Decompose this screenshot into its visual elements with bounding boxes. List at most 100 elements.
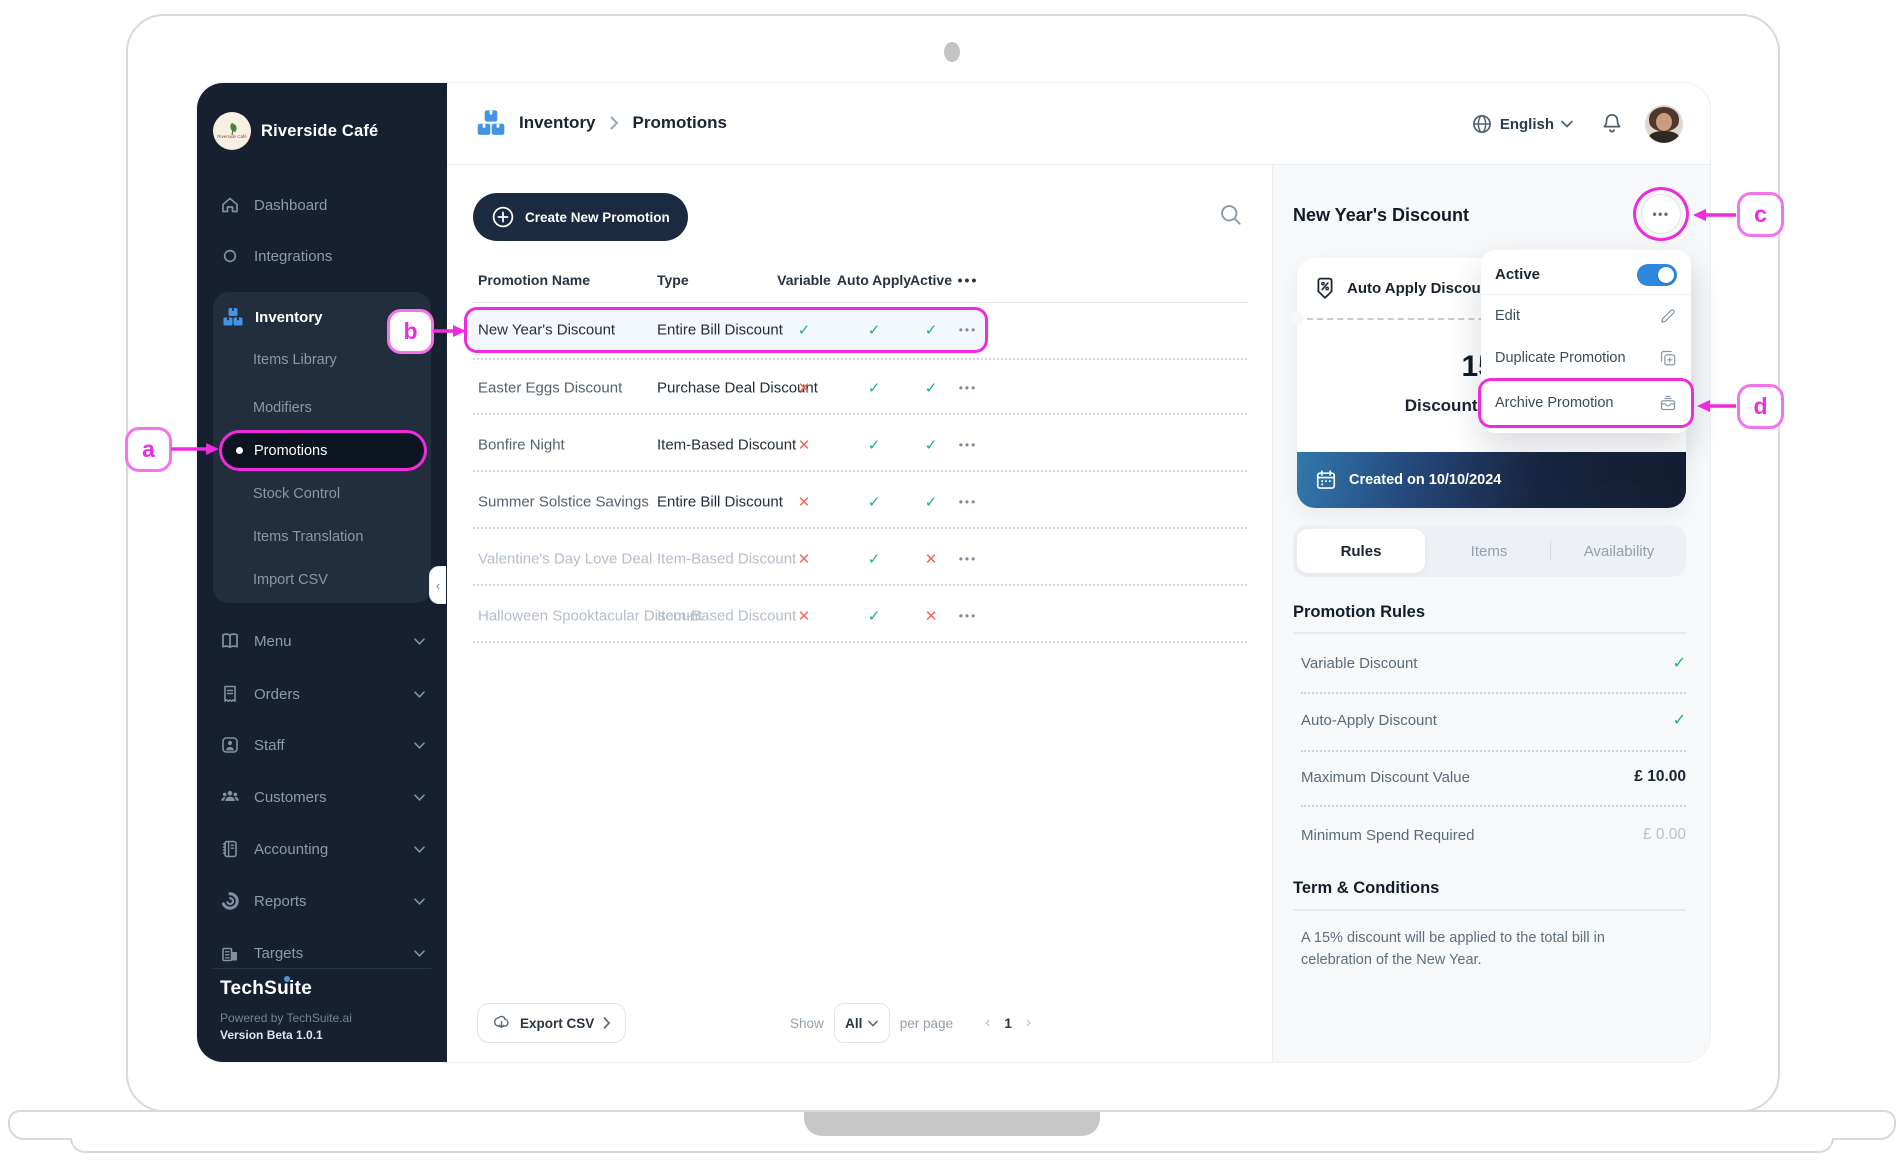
tab-label: Rules [1340, 542, 1382, 560]
sidebar-item-import-csv[interactable]: Import CSV [253, 565, 328, 595]
detail-title: New Year's Discount [1293, 205, 1470, 225]
sidebar-item-label: Integrations [254, 247, 333, 265]
row-actions-icon[interactable]: ••• [958, 381, 978, 395]
table-row[interactable]: Valentine's Day Love Deal Item-Based Dis… [467, 539, 985, 579]
create-new-promotion-button[interactable]: Create New Promotion [473, 193, 688, 241]
row-actions-icon[interactable]: ••• [958, 495, 978, 509]
sidebar-collapse-handle[interactable]: ‹ [429, 566, 446, 604]
annotation-ring-c [1633, 187, 1689, 241]
chevron-down-icon [414, 637, 425, 645]
annotation-badge-d: d [1737, 384, 1784, 429]
sidebar-item-menu[interactable]: Menu [220, 626, 433, 656]
active-mark [911, 493, 951, 511]
sidebar-item-label: Staff [254, 736, 285, 754]
sidebar-item-label: Promotions [254, 442, 328, 459]
breadcrumb-parent[interactable]: Inventory [519, 113, 596, 132]
variable-mark [784, 321, 824, 339]
active-mark [911, 321, 951, 339]
sidebar-item-label: Modifiers [253, 400, 312, 416]
tab-items[interactable]: Items [1443, 525, 1535, 577]
promotion-name-cell: Bonfire Night [478, 436, 565, 454]
sidebar: Riverside Café Riverside Café Dashboard … [197, 83, 447, 1062]
org-header: Riverside Café Riverside Café [213, 112, 378, 150]
menu-item-duplicate[interactable]: Duplicate Promotion [1481, 337, 1691, 379]
active-mark [911, 550, 951, 568]
sidebar-item-targets[interactable]: Targets [220, 938, 433, 968]
user-avatar[interactable] [1645, 105, 1683, 143]
row-actions-icon[interactable]: ••• [958, 609, 978, 623]
row-divider [473, 470, 1247, 472]
sidebar-item-modifiers[interactable]: Modifiers [253, 393, 312, 423]
column-promotion-name: Promotion Name [478, 272, 591, 288]
promotion-type-cell: Purchase Deal Discount [657, 379, 818, 397]
rule-row: Auto-Apply Discount [1301, 705, 1686, 735]
row-actions-icon[interactable]: ••• [958, 552, 978, 566]
breadcrumb-current: Promotions [632, 113, 727, 132]
column-variable: Variable [777, 272, 831, 288]
prev-page-icon[interactable]: ‹ [985, 1014, 991, 1031]
breadcrumb: Inventory Promotions [477, 109, 727, 137]
sidebar-item-customers[interactable]: Customers [220, 782, 433, 812]
sidebar-item-label: Items Library [253, 352, 337, 368]
table-row[interactable]: Easter Eggs Discount Purchase Deal Disco… [467, 368, 985, 408]
rule-divider [1301, 692, 1686, 694]
powered-by-text: Powered by TechSuite.ai [220, 1011, 352, 1025]
auto-apply-mark [854, 379, 894, 397]
variable-mark [784, 493, 824, 511]
sidebar-item-staff[interactable]: Staff [220, 730, 433, 760]
sidebar-item-integrations[interactable]: Integrations [220, 241, 433, 271]
table-row[interactable]: Halloween Spooktacular Discount Item-Bas… [467, 596, 985, 636]
sidebar-item-label: Reports [254, 892, 307, 910]
auto-apply-mark [854, 550, 894, 568]
sidebar-item-items-translation[interactable]: Items Translation [253, 522, 363, 552]
column-type: Type [657, 272, 689, 288]
section-divider [1293, 632, 1686, 634]
sidebar-item-inventory[interactable]: Inventory [223, 302, 323, 332]
terms-heading: Term & Conditions [1293, 879, 1440, 897]
row-divider [473, 527, 1247, 529]
per-page-select[interactable]: All [833, 1003, 890, 1043]
archive-icon [1660, 395, 1676, 411]
next-page-icon[interactable]: › [1025, 1014, 1032, 1031]
row-actions-icon[interactable]: ••• [958, 323, 978, 337]
sidebar-item-accounting[interactable]: Accounting [220, 834, 433, 864]
created-on-text: Created on 10/10/2024 [1349, 472, 1502, 488]
active-dot [236, 447, 243, 454]
create-button-label: Create New Promotion [525, 209, 670, 225]
sidebar-item-orders[interactable]: Orders [220, 679, 433, 709]
search-icon[interactable] [1219, 203, 1243, 227]
detail-more-button[interactable]: ••• [1641, 194, 1681, 234]
brand-text: TechSuite [220, 978, 313, 999]
active-toggle[interactable] [1637, 263, 1677, 286]
show-label: Show [790, 1015, 824, 1031]
annotation-arrow-c [1693, 209, 1736, 221]
menu-item-archive[interactable]: Archive Promotion [1481, 381, 1691, 425]
sidebar-item-reports[interactable]: Reports [220, 886, 433, 916]
annotation-arrow-b [433, 325, 466, 337]
sidebar-item-items-library[interactable]: Items Library [253, 345, 337, 375]
sidebar-item-promotions[interactable]: Promotions [222, 433, 424, 468]
table-row[interactable]: Bonfire Night Item-Based Discount ••• [467, 425, 985, 465]
sidebar-item-stock-control[interactable]: Stock Control [253, 479, 340, 509]
promotion-detail-panel: New Year's Discount ••• Auto Apply Disco… [1272, 165, 1710, 1062]
export-csv-button[interactable]: Export CSV [477, 1003, 627, 1043]
tab-availability[interactable]: Availability [1561, 525, 1677, 577]
section-divider [1293, 909, 1686, 911]
table-row[interactable]: Summer Solstice Savings Entire Bill Disc… [467, 482, 985, 522]
promotion-type-cell: Item-Based Discount [657, 436, 797, 454]
row-actions-icon[interactable]: ••• [958, 438, 978, 452]
annotation-arrow-d [1697, 400, 1736, 412]
auto-apply-mark [854, 493, 894, 511]
menu-item-edit[interactable]: Edit [1481, 295, 1691, 337]
bell-icon[interactable] [1601, 112, 1623, 136]
tab-label: Availability [1583, 542, 1655, 560]
current-page: 1 [1004, 1015, 1012, 1031]
tab-rules[interactable]: Rules [1297, 529, 1425, 573]
rule-row: Maximum Discount Value £ 10.00 [1301, 762, 1686, 792]
sidebar-item-dashboard[interactable]: Dashboard [220, 190, 433, 220]
people-icon [221, 790, 239, 801]
language-selector[interactable]: English [1471, 113, 1573, 135]
rule-divider [1301, 750, 1686, 752]
table-row[interactable]: New Year's Discount Entire Bill Discount… [467, 310, 985, 350]
promotion-type-cell: Entire Bill Discount [657, 321, 783, 339]
